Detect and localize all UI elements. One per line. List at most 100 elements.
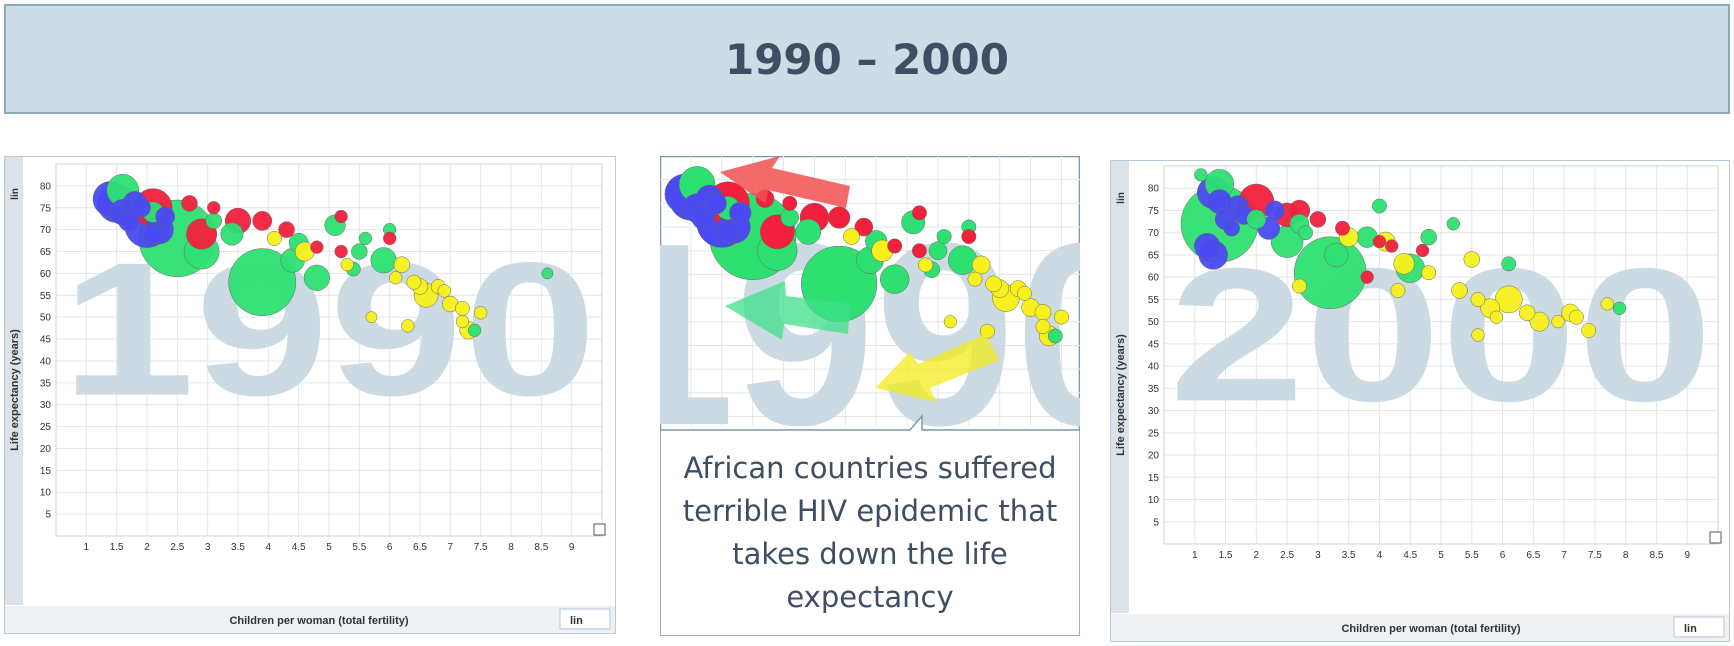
y-tick-label: 20 (40, 444, 52, 455)
y-tick-label: 65 (1148, 250, 1160, 261)
data-point-green (1501, 256, 1517, 272)
page-title: 1990 – 2000 (724, 34, 1010, 84)
data-point-yellow (389, 271, 403, 285)
x-scale-select (559, 608, 611, 630)
x-tick-label: 8.5 (534, 542, 548, 553)
data-point-green (1194, 168, 1208, 182)
yellow-arrow (875, 334, 1000, 402)
x-tick-label: 6.5 (1526, 550, 1540, 561)
plot-area (55, 163, 603, 537)
x-tick-label: 8.5 (1649, 550, 1663, 561)
data-point-green (1298, 225, 1314, 241)
data-point-yellow (1600, 297, 1614, 311)
y-tick-label: 70 (40, 225, 52, 236)
data-point-yellow (1489, 310, 1504, 324)
zoom-point-red (828, 206, 851, 229)
x-axis-title: Children per woman (total fertility) (229, 615, 408, 627)
data-point-green (1420, 228, 1437, 246)
x-tick-label: 4.5 (1403, 550, 1417, 561)
y-tick-label: 80 (40, 181, 52, 192)
x-tick-label: 6 (1500, 550, 1506, 561)
zoom-point-blue (704, 192, 727, 215)
data-point-yellow (474, 306, 488, 320)
data-point-yellow (1291, 278, 1307, 294)
x-tick-label: 7 (1561, 550, 1567, 561)
x-tick-label: 5.5 (352, 542, 366, 553)
data-point-blue (1223, 220, 1240, 237)
x-tick-label: 2.5 (170, 542, 184, 553)
y-tick-label: 5 (45, 510, 51, 521)
x-control-strip (1111, 614, 1729, 641)
data-point-green (1612, 301, 1627, 315)
data-point-red (181, 195, 198, 212)
chart-2000-svg: 2000 1 1.5 2 2.5 3 3.5 4 4.5 5 5.5 6 6.5 7 7.5 8 8.5 9 5 10… (1110, 160, 1730, 642)
data-point-red (278, 221, 295, 238)
y-tick-label: 25 (40, 422, 52, 433)
zoom-point-red (911, 205, 927, 221)
x-tick-label: 2 (1254, 550, 1260, 561)
y-tick-label: 15 (1148, 473, 1160, 484)
data-point-yellow (1494, 285, 1523, 314)
y-tick-label: 45 (40, 335, 52, 346)
x-scale-select (1673, 616, 1725, 638)
x-tick-label: 3 (1315, 550, 1321, 561)
y-tick-label: 60 (40, 269, 52, 280)
y-tick-label: 15 (40, 466, 52, 477)
zoom-panel-svg: 1990 (660, 156, 1080, 636)
zoom-point-yellow (967, 271, 983, 287)
x-tick-label: 7.5 (1588, 550, 1602, 561)
zoom-point-red (911, 243, 927, 259)
data-point-green (467, 323, 482, 337)
data-point-yellow (340, 258, 354, 272)
zoom-point-blue (729, 201, 752, 224)
data-point-yellow (1451, 282, 1468, 299)
y-tick-label: 20 (1148, 451, 1160, 462)
data-point-yellow (1518, 304, 1536, 322)
chart-frame (4, 156, 616, 634)
data-point-yellow (1581, 323, 1597, 338)
data-point-green (220, 222, 244, 246)
expand-icon (1709, 531, 1722, 544)
y-tick-label: 75 (40, 203, 52, 214)
y-tick-label: 5 (1153, 517, 1159, 528)
data-point-yellow (365, 311, 378, 324)
y-tick-label: 80 (1148, 184, 1160, 195)
y-tick-label: 35 (40, 378, 52, 389)
y-tick-label: 50 (40, 313, 52, 324)
year-watermark: 1990 (61, 224, 597, 436)
y-tick-label: 45 (1148, 339, 1160, 350)
x-control-strip (5, 606, 615, 633)
x-tick-label: 7.5 (474, 542, 488, 553)
data-point-yellow (1529, 311, 1550, 332)
data-point-green (303, 264, 330, 291)
y-tick-label: 35 (1148, 384, 1160, 395)
data-point-yellow (401, 319, 415, 333)
x-scale-label: lin (570, 615, 583, 627)
data-point-green (370, 247, 397, 274)
data-point-yellow (455, 314, 470, 329)
data-point-green (541, 267, 554, 280)
data-point-blue (118, 210, 140, 232)
y-tick-label: 25 (1148, 428, 1160, 439)
chart-1990: 1990 1 1.5 2 2.5 3 3.5 4 4.5 5 5.5 6 6.5 7 7.5 8 8.5 9 5 10… (4, 156, 616, 634)
year-watermark: 2000 (1169, 229, 1713, 441)
data-point-yellow (393, 256, 411, 273)
zoom-point-green (928, 241, 948, 260)
y-control-strip (1111, 161, 1129, 613)
data-point-red (334, 209, 348, 224)
y-tick-label: 10 (40, 488, 52, 499)
x-tick-label: 9 (569, 542, 575, 553)
x-tick-label: 4 (1377, 550, 1383, 561)
data-point-green (1324, 242, 1349, 268)
data-point-green (351, 243, 368, 260)
data-point-yellow (1390, 283, 1406, 298)
data-point-yellow (266, 230, 282, 246)
data-point-yellow (1568, 309, 1584, 325)
data-point-red (207, 201, 221, 215)
x-tick-label: 2.5 (1280, 550, 1294, 561)
data-point-yellow (1421, 265, 1437, 281)
y-tick-label: 30 (1148, 406, 1160, 417)
zoom-point-green (795, 218, 822, 245)
y-tick-label: 60 (1148, 273, 1160, 284)
data-point-red (383, 231, 397, 246)
